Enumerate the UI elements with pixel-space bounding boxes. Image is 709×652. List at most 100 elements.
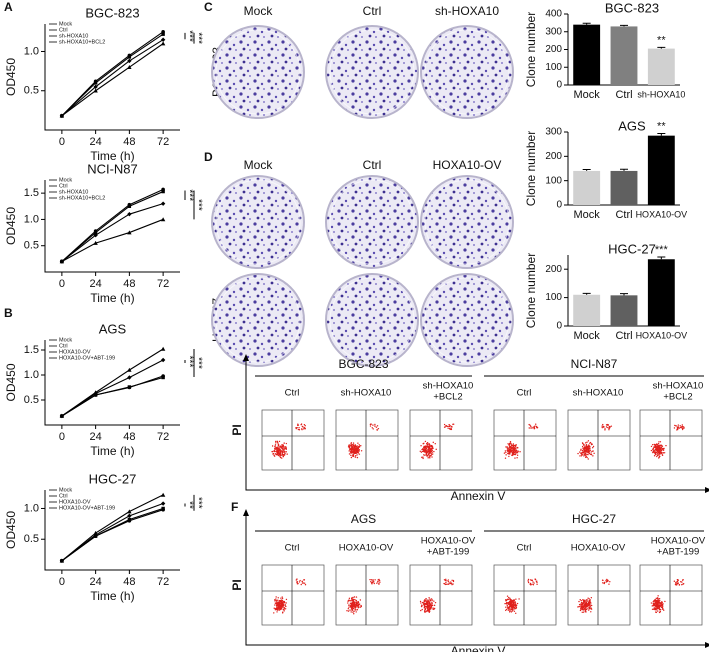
group-label: NCI-N87 xyxy=(571,357,618,371)
flow-event xyxy=(299,579,301,582)
flow-event xyxy=(358,603,361,605)
flow-event xyxy=(427,450,429,453)
point xyxy=(160,37,166,42)
plate-rim xyxy=(329,179,415,265)
significance-label: *** xyxy=(655,244,669,256)
flow-event xyxy=(280,457,283,459)
flow-event xyxy=(353,601,355,603)
flow-event xyxy=(513,610,516,612)
flow-event xyxy=(682,426,684,428)
flow-event xyxy=(348,604,350,606)
flow-event xyxy=(659,451,662,454)
point xyxy=(161,189,165,194)
condition-label: +BCL2 xyxy=(433,392,462,403)
flow-event xyxy=(658,452,661,454)
flow-event xyxy=(512,451,515,454)
flow-event xyxy=(275,596,277,598)
x-tick-label: Mock xyxy=(574,330,601,342)
flow-event xyxy=(282,605,284,607)
flow-event xyxy=(658,605,661,607)
flow-event xyxy=(580,452,582,454)
flow-event xyxy=(275,450,278,453)
flow-event xyxy=(351,608,354,610)
flow-event xyxy=(527,580,529,582)
flow-event xyxy=(652,449,655,451)
bar xyxy=(573,170,601,205)
flow-event xyxy=(280,599,282,602)
flow-event xyxy=(427,448,429,450)
flow-event xyxy=(378,578,380,581)
flow-event xyxy=(424,605,426,607)
flow-event xyxy=(355,599,358,602)
flow-event xyxy=(354,444,356,446)
flow-event xyxy=(662,449,665,451)
flow-event xyxy=(533,427,535,430)
x-tick-label: 0 xyxy=(59,136,65,148)
flow-event xyxy=(423,450,425,452)
flow-event xyxy=(509,441,512,443)
flow-event xyxy=(510,603,512,605)
y-tick-label: 1.5 xyxy=(24,187,39,199)
flow-event xyxy=(354,449,356,451)
flow-event xyxy=(506,595,509,597)
flow-event xyxy=(274,453,277,455)
flow-event xyxy=(358,606,360,608)
flow-event xyxy=(428,452,430,455)
error-bar xyxy=(657,46,666,49)
flow-event xyxy=(369,425,372,427)
flow-event xyxy=(657,598,660,600)
y-tick-label: 300 xyxy=(545,127,562,138)
flow-event xyxy=(507,453,510,455)
flow-event xyxy=(658,449,660,451)
plate-column-label: sh-HOXA10 xyxy=(435,4,499,18)
flow-event xyxy=(588,598,590,600)
flow-event xyxy=(655,453,657,456)
colony-plate xyxy=(325,273,419,367)
flow-event xyxy=(351,447,354,450)
flow-event xyxy=(514,604,517,606)
flow-event xyxy=(452,583,454,585)
x-tick-label: 72 xyxy=(157,576,169,588)
flow-event xyxy=(661,445,664,447)
flow-event xyxy=(514,457,516,459)
flow-event xyxy=(348,599,350,601)
flow-event xyxy=(506,604,508,607)
significance-label: *** xyxy=(192,357,203,369)
flow-event xyxy=(352,454,355,456)
flow-event xyxy=(443,423,446,426)
flow-event xyxy=(278,608,280,610)
condition-label: Ctrl xyxy=(285,543,300,554)
flow-event xyxy=(584,451,586,453)
flow-event xyxy=(351,598,353,601)
x-tick-label: 0 xyxy=(59,278,65,290)
flow-event xyxy=(511,449,514,452)
flow-event xyxy=(278,607,280,609)
flow-event xyxy=(425,598,427,600)
flow-event xyxy=(513,599,515,601)
colony-plate xyxy=(211,25,305,119)
flow-event xyxy=(274,444,277,446)
flow-event xyxy=(434,443,436,445)
panel-letter: B xyxy=(4,306,13,320)
flow-event xyxy=(349,609,351,611)
flow-event xyxy=(274,447,276,450)
flow-event xyxy=(655,597,657,600)
flow-event xyxy=(348,597,351,600)
flow-event xyxy=(658,457,660,459)
flow-event xyxy=(584,608,587,610)
significance-label: *** xyxy=(183,356,194,368)
flow-event xyxy=(651,608,654,610)
condition-label: HOXA10-OV xyxy=(651,536,706,547)
plate-column-label: Mock xyxy=(244,158,274,172)
flow-event xyxy=(507,609,509,611)
y-axis-label: PI xyxy=(230,424,244,435)
flow-event xyxy=(530,579,533,582)
flow-event xyxy=(513,453,515,455)
flow-plot xyxy=(639,409,703,471)
flow-event xyxy=(653,450,656,452)
flow-event xyxy=(354,606,357,608)
flow-event xyxy=(657,595,659,597)
flow-event xyxy=(357,603,359,605)
flow-event xyxy=(660,606,663,609)
flow-event xyxy=(656,605,659,607)
